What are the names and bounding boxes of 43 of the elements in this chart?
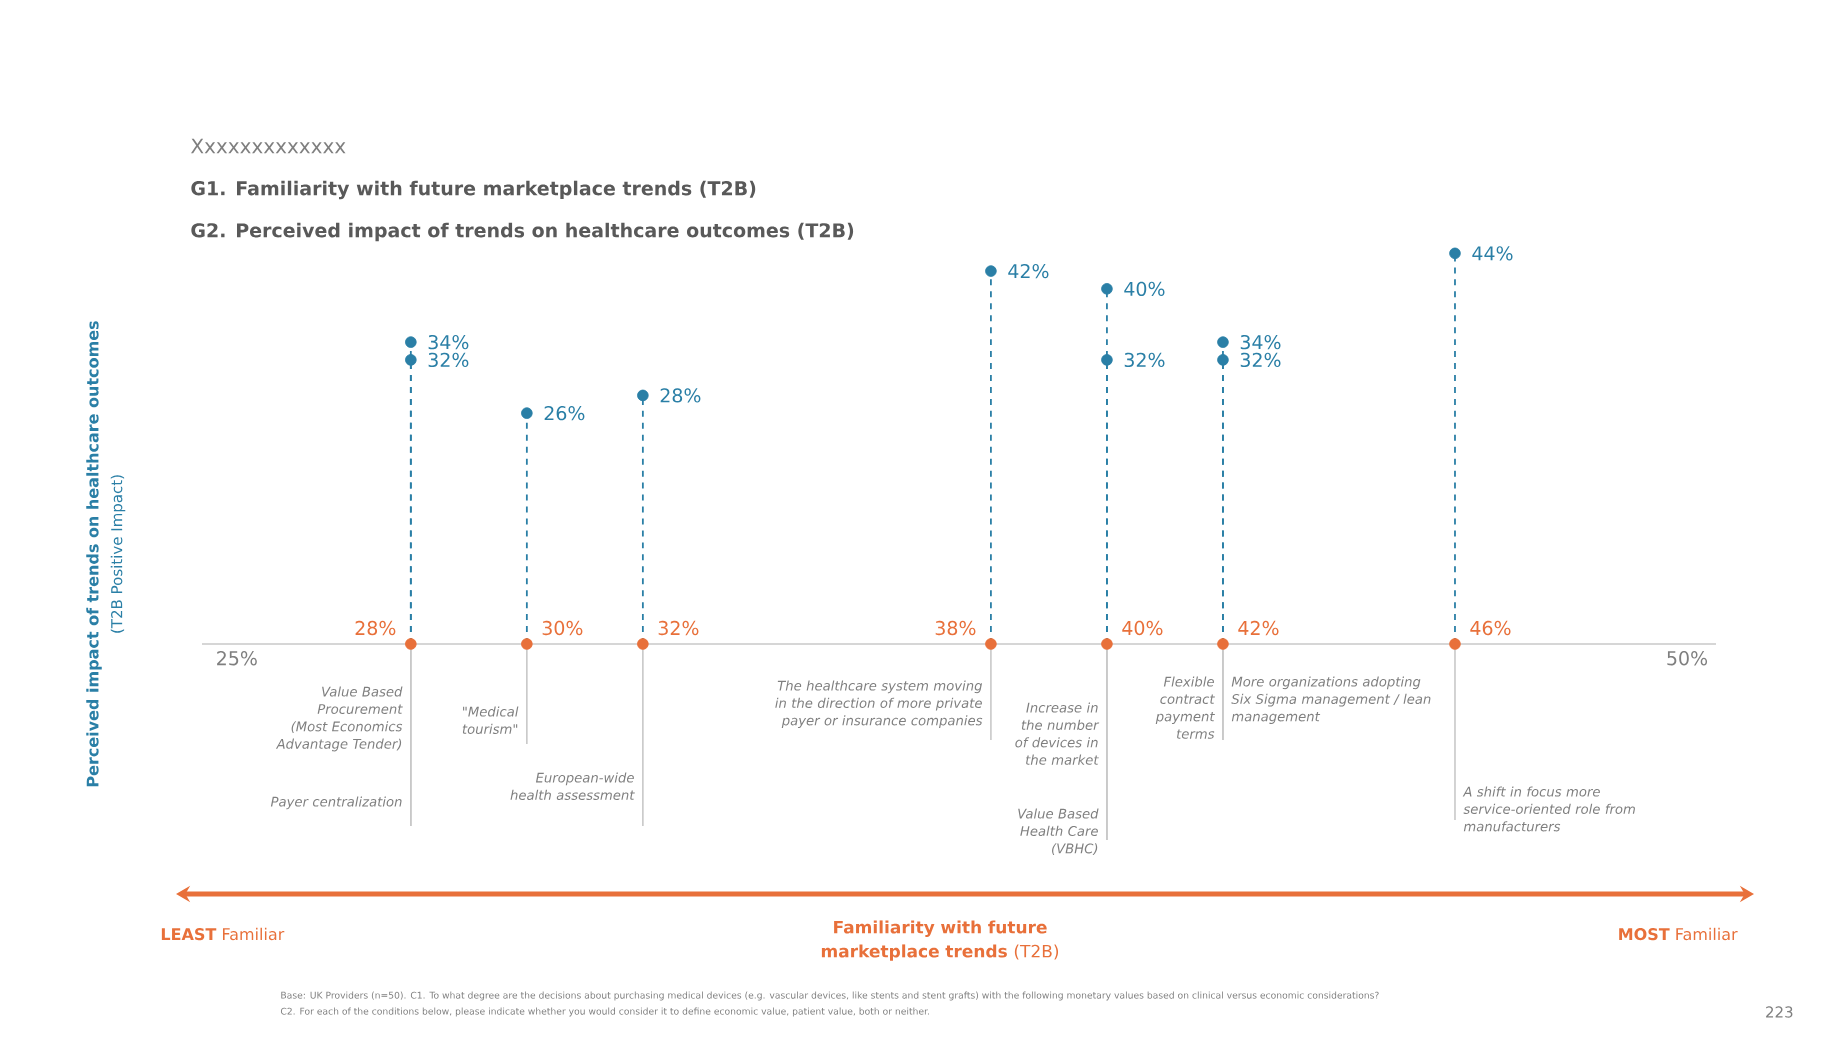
x-tick-label: 50% (1667, 651, 1708, 666)
point (637, 638, 649, 650)
chart-title: G1. Familiarity with future marketplace trends (T2B) (191, 180, 756, 200)
point (521, 407, 533, 419)
annotation: 40% (1122, 620, 1163, 636)
text: MOST Familiar (1619, 927, 1738, 941)
point (637, 389, 649, 402)
point (405, 638, 417, 650)
data-label: 44% (1472, 246, 1513, 261)
point (1217, 336, 1229, 348)
point (405, 336, 417, 348)
point (1217, 354, 1229, 366)
annotation: 46% (1470, 620, 1511, 636)
data-label: 42% (1008, 263, 1049, 279)
text: Familiarity with future marketplace trends (T2B) (821, 920, 1059, 961)
chart-subtitle: G2. Perceived impact of trends on healthcare outcomes (T2B) (191, 222, 854, 242)
point (1449, 638, 1461, 650)
point (521, 638, 533, 650)
annotation: 38% (935, 620, 976, 636)
x-tick-label: 25% (217, 651, 257, 666)
data-label: 40% (1124, 281, 1165, 297)
data-label: 34% (428, 334, 469, 350)
data-label: 34% (1240, 334, 1281, 350)
text: Xxxxxxxxxxxxx (190, 138, 346, 154)
text: Perceived impact of trends on healthcare outcomes (86, 321, 102, 787)
annotation: 42% (1238, 620, 1279, 636)
point (1101, 283, 1113, 295)
text: LEAST Familiar (161, 927, 285, 941)
data-label: 32% (1240, 352, 1281, 368)
data-label: 32% (428, 352, 469, 368)
point (1101, 354, 1113, 366)
data-label: 26% (544, 405, 585, 421)
data-label: 32% (1124, 352, 1165, 368)
point (985, 265, 997, 277)
annotation: 28% (355, 620, 396, 636)
point (405, 354, 417, 366)
annotation: 32% (658, 620, 699, 636)
point (1449, 247, 1461, 260)
point (1101, 638, 1113, 650)
data-label: 28% (660, 388, 701, 403)
point (1217, 638, 1229, 650)
point (985, 638, 997, 650)
annotation: 30% (542, 620, 583, 636)
